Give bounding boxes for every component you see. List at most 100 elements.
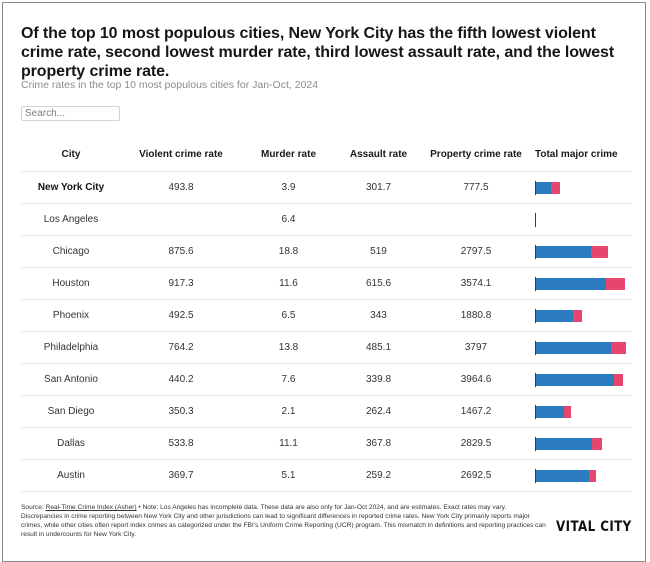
crime-table: City Violent crime rate Murder rate Assa…: [21, 138, 632, 492]
cell-violent-crime-rate: 492.5: [121, 299, 241, 332]
cell-murder-rate: 6.5: [241, 299, 336, 332]
bar-segment-violent-crime: [572, 309, 583, 322]
cell-total-major-crime: [531, 235, 635, 268]
bar-segment-property-crime: [535, 309, 573, 322]
cell-property-crime-rate: 1880.8: [421, 299, 531, 332]
cell-assault-rate: 485.1: [336, 331, 421, 364]
cell-total-major-crime: [531, 171, 635, 204]
cell-violent-crime-rate: 350.3: [121, 395, 241, 428]
bar-segment-property-crime: [535, 245, 591, 258]
total-crime-bar: [535, 244, 635, 259]
bar-baseline: [535, 436, 536, 451]
bar-segment-violent-crime: [614, 373, 624, 386]
bar-segment-property-crime: [535, 373, 615, 386]
bar-segment-property-crime: [535, 181, 551, 194]
cell-total-major-crime: [531, 203, 635, 236]
bar-segment-violent-crime: [606, 277, 625, 290]
cell-assault-rate: 343: [336, 299, 421, 332]
cell-city: Dallas: [21, 427, 121, 460]
cell-total-major-crime: [531, 299, 632, 332]
cell-murder-rate: 11.6: [241, 267, 336, 300]
source-note: • Note: Los Angeles has incomplete data.…: [136, 504, 507, 511]
source-link[interactable]: Real-Time Crime Index (Asher): [45, 504, 137, 511]
column-header-murder-rate[interactable]: Murder rate: [241, 138, 336, 172]
bar-segment-property-crime: [535, 405, 565, 418]
bar-baseline: [535, 372, 536, 387]
table-row: San Antonio 440.2 7.6 339.8 3964.6: [21, 363, 635, 396]
bar-segment-property-crime: [535, 341, 611, 354]
cell-murder-rate: 6.4: [241, 203, 336, 236]
bar-segment-violent-crime: [564, 405, 572, 418]
brand-logo: VITAL CITY: [556, 519, 632, 535]
total-crime-bar: [535, 180, 635, 195]
source-label: Source:: [21, 504, 46, 511]
bar-baseline: [535, 340, 536, 355]
cell-violent-crime-rate: 764.2: [121, 331, 241, 364]
cell-total-major-crime: [531, 427, 635, 460]
footer-notes: Source: Real-Time Crime Index (Asher) • …: [21, 503, 551, 539]
cell-murder-rate: 13.8: [241, 331, 336, 364]
column-header-city[interactable]: City: [21, 138, 121, 172]
cell-assault-rate: 339.8: [336, 363, 421, 396]
cell-violent-crime-rate: 875.6: [121, 235, 241, 268]
cell-violent-crime-rate: [121, 203, 241, 236]
table-body: New York City 493.8 3.9 301.7 777.5 Los Angel…: [21, 171, 635, 492]
total-crime-bar: [535, 340, 635, 355]
bar-segment-violent-crime: [610, 341, 627, 354]
total-crime-bar: [535, 436, 635, 451]
cell-assault-rate: 259.2: [336, 459, 421, 492]
bar-baseline: [535, 244, 536, 259]
column-header-total-major-crime[interactable]: Total major crime: [531, 138, 632, 172]
search-input[interactable]: [21, 106, 120, 121]
chart-title: Of the top 10 most populous cities, New …: [21, 25, 615, 80]
total-crime-bar: [535, 276, 635, 291]
table-row: Phoenix 492.5 6.5 343 1880.8: [21, 299, 632, 332]
bar-segment-violent-crime: [550, 181, 561, 194]
table-header-row: City Violent crime rate Murder rate Assa…: [21, 138, 632, 172]
cell-murder-rate: 11.1: [241, 427, 336, 460]
cell-assault-rate: 519: [336, 235, 421, 268]
table-row: New York City 493.8 3.9 301.7 777.5: [21, 171, 635, 204]
cell-city: San Antonio: [21, 363, 121, 396]
cell-murder-rate: 7.6: [241, 363, 336, 396]
bar-baseline: [535, 212, 536, 227]
cell-property-crime-rate: 3964.6: [421, 363, 531, 396]
bar-segment-property-crime: [535, 469, 589, 482]
column-header-assault-rate[interactable]: Assault rate: [336, 138, 421, 172]
cell-property-crime-rate: 3797: [421, 331, 531, 364]
cell-total-major-crime: [531, 331, 635, 364]
cell-murder-rate: 3.9: [241, 171, 336, 204]
cell-violent-crime-rate: 369.7: [121, 459, 241, 492]
total-crime-bar: [535, 212, 635, 227]
cell-total-major-crime: [531, 395, 635, 428]
bar-baseline: [535, 404, 536, 419]
cell-city: San Diego: [21, 395, 121, 428]
cell-violent-crime-rate: 533.8: [121, 427, 241, 460]
bar-baseline: [535, 308, 536, 323]
cell-city: Philadelphia: [21, 331, 121, 364]
cell-city: Austin: [21, 459, 121, 492]
table-row: Philadelphia 764.2 13.8 485.1 3797: [21, 331, 635, 364]
column-header-violent-crime-rate[interactable]: Violent crime rate: [121, 138, 241, 172]
cell-violent-crime-rate: 440.2: [121, 363, 241, 396]
bar-baseline: [535, 180, 536, 195]
cell-property-crime-rate: 1467.2: [421, 395, 531, 428]
table-row: Dallas 533.8 11.1 367.8 2829.5: [21, 427, 635, 460]
total-crime-bar: [535, 468, 635, 483]
table-row: Chicago 875.6 18.8 519 2797.5: [21, 235, 635, 268]
total-crime-bar: [535, 404, 635, 419]
bar-segment-property-crime: [535, 277, 607, 290]
cell-city: Chicago: [21, 235, 121, 268]
cell-assault-rate: 262.4: [336, 395, 421, 428]
cell-city: Phoenix: [21, 299, 121, 332]
cell-assault-rate: 301.7: [336, 171, 421, 204]
total-crime-bar: [535, 372, 635, 387]
cell-property-crime-rate: 777.5: [421, 171, 531, 204]
cell-property-crime-rate: 2797.5: [421, 235, 531, 268]
bar-segment-violent-crime: [590, 245, 609, 258]
column-header-property-crime-rate[interactable]: Property crime rate: [421, 138, 531, 172]
cell-total-major-crime: [531, 459, 635, 492]
cell-property-crime-rate: 2692.5: [421, 459, 531, 492]
cell-total-major-crime: [531, 267, 635, 300]
cell-violent-crime-rate: 917.3: [121, 267, 241, 300]
